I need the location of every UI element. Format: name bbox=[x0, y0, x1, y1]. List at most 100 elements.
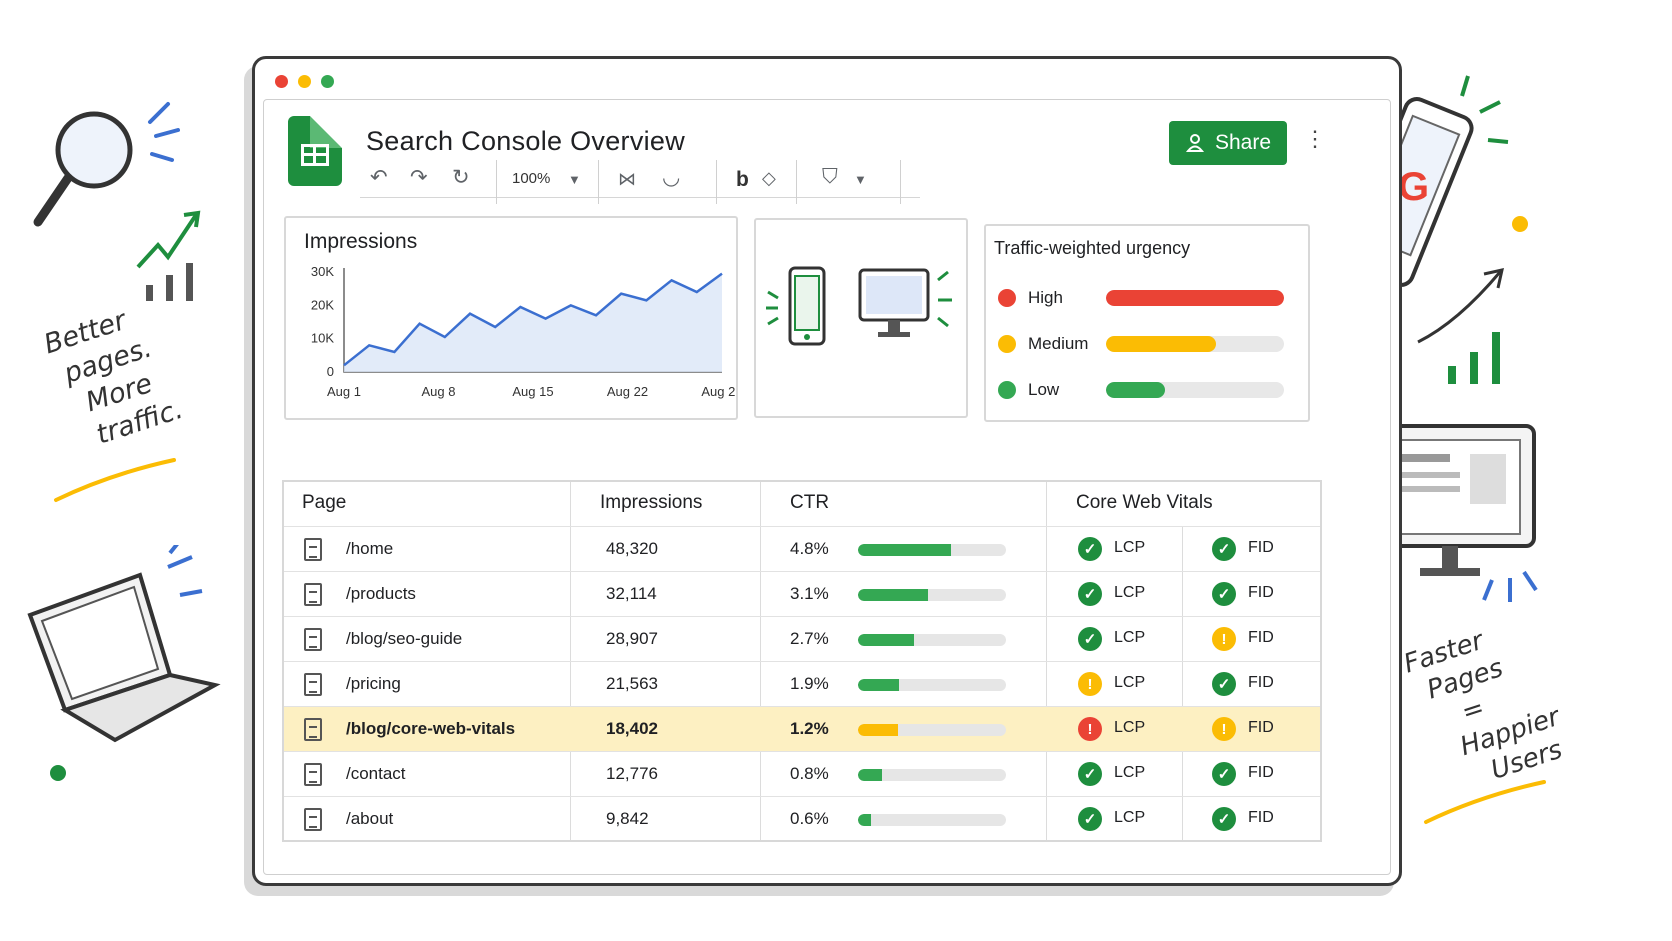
table-row[interactable]: /blog/core-web-vitals 18,402 1.2%! LCP! FID bbox=[284, 706, 1320, 751]
toolbar-divider bbox=[716, 160, 717, 204]
page-path[interactable]: /blog/core-web-vitals bbox=[346, 719, 516, 738]
share-button[interactable]: Share bbox=[1169, 121, 1287, 165]
undo-icon[interactable]: ↶ bbox=[370, 166, 388, 189]
table-row[interactable]: /products 32,114 3.1% ✓ LCP ✓ FID bbox=[284, 571, 1320, 616]
urgency-bar-fill bbox=[1106, 290, 1284, 306]
column-header-ctr[interactable]: CTR bbox=[790, 492, 830, 513]
column-header-impressions[interactable]: Impressions bbox=[600, 492, 703, 513]
lcp-label: LCP bbox=[1114, 809, 1146, 826]
redo-icon[interactable]: ↷ bbox=[410, 166, 428, 189]
impressions-line bbox=[343, 272, 723, 367]
urgency-bar-fill bbox=[1106, 336, 1217, 352]
chevron-down-icon[interactable]: ▼ bbox=[568, 172, 581, 187]
urgency-bar-fill bbox=[1106, 382, 1165, 398]
fill-color-icon[interactable]: ◇ bbox=[762, 168, 776, 188]
chevron-down-icon[interactable]: ▼ bbox=[854, 172, 867, 187]
fid-label: FID bbox=[1248, 764, 1274, 781]
x-tick-label: Aug 15 bbox=[512, 384, 553, 399]
table-row[interactable]: /contact 12,776 0.8% ✓ LCP ✓ FID bbox=[284, 751, 1320, 796]
urgency-label: Medium bbox=[1028, 334, 1089, 353]
urgency-label: Low bbox=[1028, 380, 1060, 399]
ctr-bar bbox=[858, 679, 1006, 691]
lcp-label: LCP bbox=[1114, 719, 1146, 736]
urgency-row-high: High bbox=[998, 286, 1298, 310]
page-path[interactable]: /about bbox=[346, 809, 394, 828]
impressions-area bbox=[344, 273, 722, 372]
lcp-label: LCP bbox=[1114, 584, 1146, 601]
document-icon bbox=[304, 538, 322, 561]
urgency-bar bbox=[1106, 290, 1284, 306]
close-window-button[interactable] bbox=[275, 75, 288, 88]
impressions-value: 12,776 bbox=[606, 764, 658, 783]
page-path[interactable]: /pricing bbox=[346, 674, 401, 693]
column-header-page[interactable]: Page bbox=[302, 492, 347, 513]
document-icon bbox=[304, 583, 322, 606]
impressions-card: Impressions 0 10K 20K 30K Aug 1 Aug 8 Aug 15 Au… bbox=[284, 216, 738, 420]
table-row[interactable]: /blog/seo-guide 28,907 2.7% ✓ LCP! FID bbox=[284, 616, 1320, 661]
ctr-bar-fill bbox=[858, 634, 915, 646]
more-options-icon[interactable]: ⋮ bbox=[1304, 126, 1326, 151]
ctr-bar-fill bbox=[858, 544, 952, 556]
ctr-value: 1.2% bbox=[790, 719, 829, 738]
ctr-bar bbox=[858, 544, 1006, 556]
minimize-window-button[interactable] bbox=[298, 75, 311, 88]
green-dot bbox=[50, 765, 66, 781]
link-icon[interactable]: ◡ bbox=[662, 166, 681, 189]
urgency-row-low: Low bbox=[998, 378, 1298, 402]
fid-label: FID bbox=[1248, 674, 1274, 691]
share-label: Share bbox=[1214, 131, 1272, 154]
fid-check-circle-icon: ✓ bbox=[1212, 807, 1236, 831]
fid-check-circle-icon: ✓ bbox=[1212, 582, 1236, 606]
page-path[interactable]: /home bbox=[346, 539, 394, 558]
underline-squiggle bbox=[1424, 780, 1546, 824]
lcp-check-circle-icon: ✓ bbox=[1078, 807, 1102, 831]
filter-icon[interactable]: ⛉ bbox=[822, 165, 838, 188]
column-divider bbox=[1182, 526, 1183, 840]
yellow-dot bbox=[1512, 216, 1528, 232]
toolbar-divider bbox=[796, 160, 797, 204]
impressions-value: 18,402 bbox=[606, 719, 658, 738]
impressions-value: 28,907 bbox=[606, 629, 658, 648]
page-path[interactable]: /blog/seo-guide bbox=[346, 629, 463, 648]
urgency-card: Traffic-weighted urgency High Medium Low bbox=[984, 224, 1310, 422]
impressions-value: 48,320 bbox=[606, 539, 658, 558]
document-icon bbox=[304, 628, 322, 651]
y-tick-label: 30K bbox=[311, 264, 334, 279]
impressions-value: 32,114 bbox=[606, 584, 657, 603]
ctr-value: 3.1% bbox=[790, 584, 829, 603]
column-header-cwv[interactable]: Core Web Vitals bbox=[1076, 492, 1213, 513]
merge-icon[interactable]: ⋈ bbox=[618, 169, 636, 189]
page-path[interactable]: /contact bbox=[346, 764, 406, 783]
mobile-phone-icon bbox=[766, 266, 826, 346]
browser-window: Search Console Overview Share ⋮ ↶ ↷ ↻ 10… bbox=[252, 56, 1402, 886]
svg-text:G: G bbox=[1398, 165, 1429, 209]
table-row[interactable]: /about 9,842 0.6% ✓ LCP ✓ FID bbox=[284, 796, 1320, 841]
zoom-select[interactable]: 100% bbox=[512, 170, 551, 187]
ctr-bar bbox=[858, 769, 1006, 781]
bold-button[interactable]: b bbox=[736, 168, 749, 191]
page-title: Search Console Overview bbox=[366, 126, 686, 156]
page-path[interactable]: /products bbox=[346, 584, 416, 603]
window-controls bbox=[275, 75, 334, 88]
impressions-value: 9,842 bbox=[606, 809, 649, 828]
ctr-bar-fill bbox=[858, 589, 928, 601]
urgency-label: High bbox=[1028, 288, 1063, 307]
ctr-bar bbox=[858, 724, 1006, 736]
ctr-bar-fill bbox=[858, 679, 900, 691]
table-row[interactable]: /home 48,320 4.8% ✓ LCP ✓ FID bbox=[284, 526, 1320, 571]
urgency-bar bbox=[1106, 382, 1284, 398]
ctr-value: 1.9% bbox=[790, 674, 829, 693]
table-row[interactable]: /pricing 21,563 1.9%! LCP ✓ FID bbox=[284, 661, 1320, 706]
lcp-check-circle-icon: ✓ bbox=[1078, 537, 1102, 561]
lcp-check-circle-icon: ✓ bbox=[1078, 762, 1102, 786]
y-tick-label: 0 bbox=[327, 364, 334, 379]
growth-chart-icon bbox=[136, 210, 201, 301]
document-icon bbox=[304, 673, 322, 696]
maximize-window-button[interactable] bbox=[321, 75, 334, 88]
lcp-label: LCP bbox=[1114, 764, 1146, 781]
medium-dot bbox=[998, 335, 1016, 353]
desktop-monitor-icon bbox=[858, 268, 952, 337]
refresh-icon[interactable]: ↻ bbox=[452, 166, 470, 189]
ctr-value: 4.8% bbox=[790, 539, 829, 558]
laptop-icon bbox=[27, 545, 221, 743]
